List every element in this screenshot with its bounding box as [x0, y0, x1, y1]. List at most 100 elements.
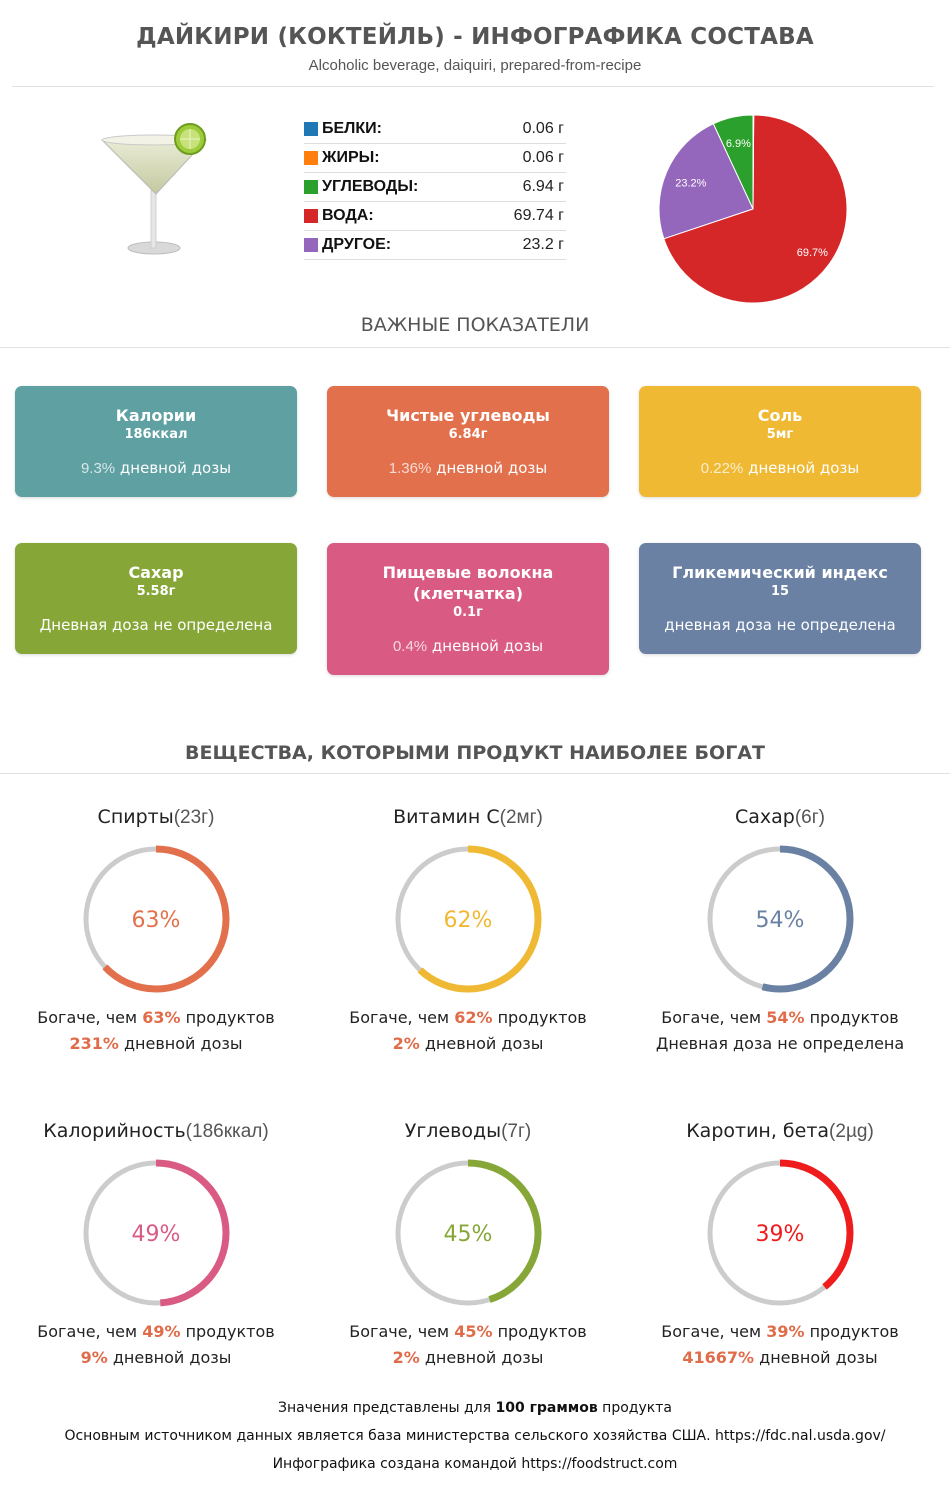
card-daily-value: 9.3% дневной дозы: [15, 459, 297, 478]
ring-percent-label: 45%: [444, 1222, 493, 1247]
ring-percent-label: 62%: [444, 908, 493, 933]
macro-label: ВОДА:: [322, 207, 374, 224]
rich-item: Сахар(6г) 54% Богаче, чем 54% продуктов Дне…: [630, 805, 930, 1057]
daily-pct: 41667%: [682, 1348, 755, 1367]
rich-item-amount: (7г): [501, 1121, 532, 1142]
macro-pie-chart: 6.9% 23.2% 69.7%: [658, 114, 848, 304]
macro-row: ВОДА: 69.74 г: [304, 202, 566, 231]
macro-color-swatch: [304, 151, 318, 165]
ring-percent-label: 49%: [132, 1222, 181, 1247]
pie-slice-label: 23.2%: [675, 177, 706, 189]
rich-item-title: Углеводы(7г): [318, 1119, 618, 1143]
rank-post: продуктов: [492, 1008, 587, 1027]
rich-item-title: Витамин C(2мг): [318, 805, 618, 829]
ring-progress: [706, 1159, 854, 1307]
card-daily-pct: 0.4%: [392, 638, 428, 655]
macro-value: 0.06 г: [522, 120, 564, 137]
daiquiri-glass-image: [100, 123, 208, 255]
footer-note: Значения представлены для 100 граммов пр…: [0, 1400, 950, 1416]
rich-item-daily: 41667% дневной дозы: [630, 1345, 930, 1371]
key-indicators-title: ВАЖНЫЕ ПОКАЗАТЕЛИ: [360, 314, 590, 336]
rich-item-name: Витамин C: [393, 806, 500, 828]
rank-pct: 49%: [142, 1322, 181, 1341]
rich-item-title: Спирты(23г): [6, 805, 306, 829]
rich-item-rank: Богаче, чем 63% продуктов: [6, 1005, 306, 1031]
macro-row: УГЛЕВОДЫ: 6.94 г: [304, 173, 566, 202]
macro-color-swatch: [304, 209, 318, 223]
rank-pre: Богаче, чем: [661, 1322, 767, 1341]
rich-item-name: Калорийность: [43, 1120, 186, 1142]
card-value: 15: [770, 584, 790, 599]
macro-color-swatch: [304, 238, 318, 252]
macro-label: УГЛЕВОДЫ:: [322, 178, 419, 195]
rich-item-daily: Дневная доза не определена: [630, 1031, 930, 1057]
card-daily-value: Дневная доза не определена: [15, 616, 297, 635]
page-subtitle: Alcoholic beverage, daiquiri, prepared-f…: [308, 57, 642, 74]
rank-pre: Богаче, чем: [37, 1008, 143, 1027]
rich-item-rank: Богаче, чем 45% продуктов: [318, 1319, 618, 1345]
indicator-card: Сахар 5.58г Дневная доза не определена: [15, 543, 297, 654]
macro-color-swatch: [304, 180, 318, 194]
ring-progress: [82, 1159, 230, 1307]
rich-item-name: Сахар: [734, 806, 795, 828]
rich-item-rank: Богаче, чем 62% продуктов: [318, 1005, 618, 1031]
rich-item-daily: 2% дневной дозы: [318, 1345, 618, 1371]
ring-percent-label: 54%: [756, 908, 805, 933]
card-value: 5.58г: [136, 584, 176, 599]
rich-item: Витамин C(2мг) 62% Богаче, чем 62% продукт…: [318, 805, 618, 1057]
indicator-card: Чистые углеводы 6.84г 1.36% дневной дозы: [327, 386, 609, 497]
daily-pct: 2%: [392, 1034, 420, 1053]
card-daily-text: дневной дозы: [115, 459, 232, 477]
rank-pre: Богаче, чем: [349, 1008, 455, 1027]
rank-pct: 63%: [142, 1008, 181, 1027]
card-daily-text: дневной дозы: [427, 637, 544, 655]
rich-item-name: Каротин, бета: [686, 1120, 830, 1142]
macro-label: БЕЛКИ:: [322, 120, 382, 137]
card-daily-text: Дневная доза не определена: [39, 616, 273, 634]
rich-item-amount: (6г): [794, 807, 825, 828]
macro-row: БЕЛКИ: 0.06 г: [304, 115, 566, 144]
macro-row: ДРУГОЕ: 23.2 г: [304, 231, 566, 260]
rich-item-name: Спирты: [97, 806, 174, 828]
pie-slice-label: 6.9%: [726, 138, 751, 150]
ring-percent-label: 63%: [132, 908, 181, 933]
card-name: Сахар: [128, 563, 184, 582]
card-daily-value: 1.36% дневной дозы: [327, 459, 609, 478]
rich-section-title: ВЕЩЕСТВА, КОТОРЫМИ ПРОДУКТ НАИБОЛЕЕ БОГА…: [185, 742, 765, 764]
card-name: Гликемический индекс: [672, 563, 888, 582]
card-daily-pct: 1.36%: [388, 460, 432, 477]
macro-value: 23.2 г: [522, 236, 564, 253]
ring-progress: [394, 845, 542, 993]
pie-slice-label: 69.7%: [797, 247, 828, 259]
card-name: Калории: [115, 406, 197, 425]
rank-post: продуктов: [180, 1322, 275, 1341]
rich-divider: [0, 773, 950, 774]
rich-item-rank: Богаче, чем 54% продуктов: [630, 1005, 930, 1031]
rank-post: продуктов: [804, 1008, 899, 1027]
footer-credit: Инфографика создана командой https://foo…: [272, 1456, 678, 1472]
daily-text: дневной дозы: [419, 1034, 544, 1053]
macro-value: 6.94 г: [522, 178, 564, 195]
indicator-card: Пищевые волокна (клетчатка) 0.1г 0.4% днев…: [327, 543, 609, 675]
card-value: 5мг: [766, 427, 794, 442]
macro-label: ЖИРЫ:: [322, 149, 380, 166]
rich-item-amount: (2µg): [829, 1121, 874, 1142]
header-divider: [12, 86, 934, 87]
footer-note-bold: 100 граммов: [495, 1400, 598, 1416]
rich-item: Каротин, бета(2µg) 39% Богаче, чем 39% про…: [630, 1119, 930, 1371]
daily-text: Дневная доза не определена: [655, 1034, 905, 1053]
rank-pct: 39%: [766, 1322, 805, 1341]
rich-item: Калорийность(186ккал) 49% Богаче, чем 49% …: [6, 1119, 306, 1371]
page-title: ДАЙКИРИ (КОКТЕЙЛЬ) - ИНФОГРАФИКА СОСТАВА: [136, 24, 814, 50]
key-divider: [0, 347, 950, 348]
daily-text: дневной дозы: [107, 1348, 232, 1367]
daily-text: дневной дозы: [754, 1348, 878, 1367]
rich-item-ring: 39%: [706, 1159, 854, 1307]
ring-progress: [82, 845, 230, 993]
daily-pct: 231%: [69, 1034, 119, 1053]
ring-progress: [706, 845, 854, 993]
rank-post: продуктов: [180, 1008, 275, 1027]
indicator-card: Гликемический индекс 15 дневная доза не оп…: [639, 543, 921, 654]
rich-item-ring: 45%: [394, 1159, 542, 1307]
card-daily-pct: 0.22%: [700, 460, 744, 477]
